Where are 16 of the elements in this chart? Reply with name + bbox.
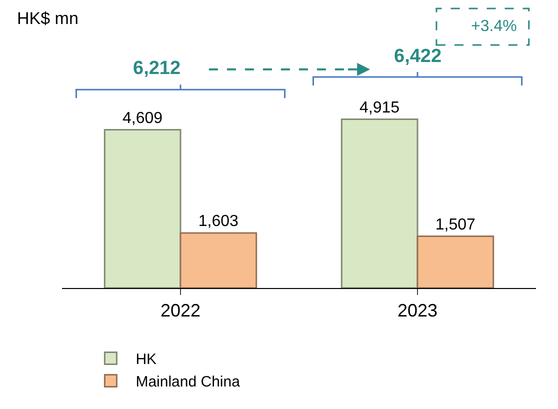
data-label: 4,609: [122, 110, 163, 127]
data-label: 1,507: [435, 216, 476, 234]
text: 6,212: [133, 58, 181, 79]
bar: [416, 236, 494, 288]
bar: [340, 118, 418, 288]
text: +3.4%: [471, 18, 517, 35]
x-tick-label: 2022: [160, 300, 201, 321]
data-label: 4,915: [360, 99, 400, 116]
bar: [104, 129, 182, 288]
x-tick-label: 2023: [397, 300, 438, 321]
legend-label: HK: [136, 351, 157, 368]
data-label: 1,603: [198, 212, 238, 230]
bar: [180, 232, 258, 288]
text: HK$ mn: [17, 9, 78, 28]
text: 6,422: [394, 46, 442, 67]
legend-label: Mainland China: [136, 374, 241, 391]
